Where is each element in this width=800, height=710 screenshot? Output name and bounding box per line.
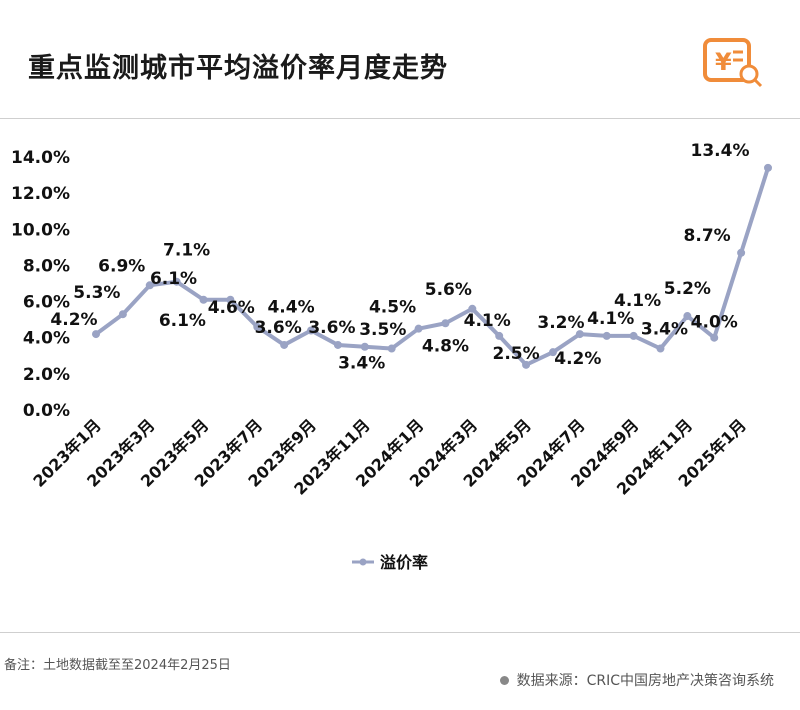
data-point [92, 330, 100, 339]
data-point [495, 331, 504, 340]
divider [0, 118, 800, 119]
data-label: 4.1% [587, 309, 634, 329]
svg-text:¥: ¥ [715, 48, 732, 76]
data-point [629, 331, 638, 340]
series-line [94, 167, 770, 367]
y-tick-label: 12.0% [11, 184, 70, 204]
data-label: 13.4% [691, 141, 750, 161]
data-label: 4.5% [369, 298, 416, 318]
data-label: 6.1% [150, 269, 197, 289]
data-source: 数据来源：CRIC中国房地产决策咨询系统 [499, 670, 774, 690]
data-label: 5.6% [425, 280, 472, 300]
data-label: 3.5% [359, 320, 406, 340]
footnote: 备注：土地数据截至至2024年2月25日 [4, 658, 231, 673]
data-point [575, 330, 584, 339]
yuan-document-search-icon: ¥ [703, 38, 763, 88]
data-point [710, 333, 719, 342]
data-point [172, 277, 181, 286]
data-point [387, 344, 396, 353]
y-tick-label: 6.0% [23, 293, 70, 313]
data-label: 8.7% [684, 226, 731, 246]
data-label: 4.2% [554, 349, 601, 369]
page-title: 重点监测城市平均溢价率月度走势 [28, 53, 448, 84]
line-chart: 0.0%2.0%4.0%6.0%8.0%10.0%12.0%14.0%2023年… [11, 141, 772, 572]
data-point [764, 163, 772, 172]
data-label: 3.4% [338, 354, 385, 374]
data-label: 3.4% [641, 320, 688, 340]
data-label: 4.1% [464, 311, 511, 331]
data-label: 4.4% [267, 297, 314, 317]
data-source-text: 数据来源：CRIC中国房地产决策咨询系统 [516, 673, 774, 689]
data-point [360, 342, 369, 351]
y-tick-label: 14.0% [11, 148, 70, 168]
y-tick-label: 10.0% [11, 220, 70, 240]
data-point [333, 340, 342, 349]
data-point [468, 304, 477, 313]
data-label: 4.6% [208, 298, 255, 318]
data-label: 2.5% [493, 344, 540, 364]
data-label: 4.8% [422, 336, 469, 356]
data-point [280, 340, 289, 349]
data-point [737, 248, 746, 257]
legend-label: 溢价率 [380, 553, 428, 572]
bullet-icon [499, 676, 509, 685]
data-label: 4.0% [691, 313, 738, 333]
y-tick-label: 2.0% [23, 365, 70, 385]
data-label: 4.1% [614, 291, 661, 311]
data-point [414, 324, 423, 333]
data-point [307, 326, 316, 335]
legend-marker [359, 558, 367, 566]
data-point [441, 319, 450, 328]
data-label: 5.2% [664, 279, 711, 299]
data-label: 3.6% [255, 318, 302, 338]
data-label: 6.9% [98, 256, 145, 276]
data-point [226, 295, 235, 304]
data-point [253, 322, 262, 331]
data-point [548, 348, 557, 357]
data-point [199, 295, 208, 304]
data-label: 5.3% [73, 283, 120, 303]
data-label: 3.2% [537, 313, 584, 333]
data-label: 7.1% [163, 241, 210, 261]
data-label: 6.1% [159, 311, 206, 331]
divider [0, 632, 800, 633]
data-point [118, 310, 127, 319]
data-point [656, 344, 665, 353]
y-tick-label: 4.0% [23, 329, 70, 349]
data-point [602, 331, 611, 340]
y-tick-label: 0.0% [23, 401, 70, 421]
data-point [145, 281, 154, 290]
y-tick-label: 8.0% [23, 256, 70, 276]
data-point [683, 312, 692, 321]
data-label: 4.2% [50, 310, 97, 330]
data-label: 3.6% [308, 318, 355, 338]
data-point [522, 360, 531, 369]
